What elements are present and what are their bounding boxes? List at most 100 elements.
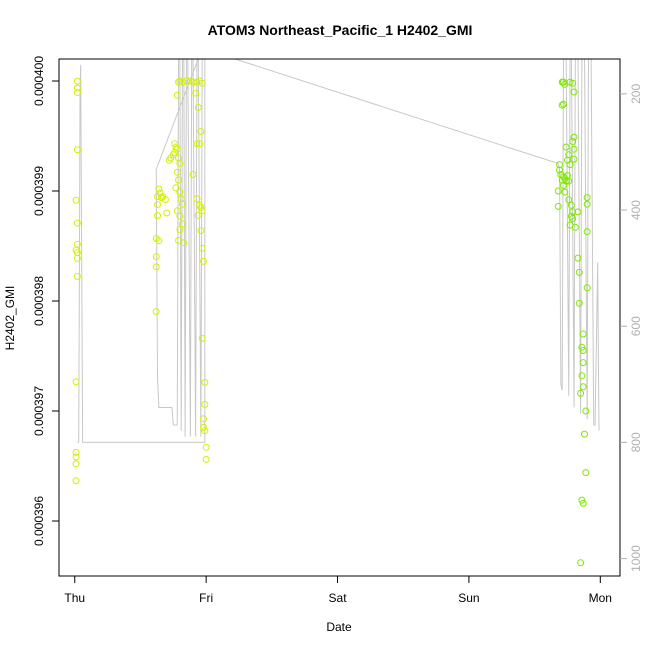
- data-point: [569, 79, 577, 87]
- data-point: [579, 383, 587, 391]
- x-axis-label: Date: [326, 620, 352, 634]
- data-point: [173, 168, 181, 176]
- data-point: [202, 443, 210, 451]
- data-point: [176, 160, 184, 167]
- data-point: [73, 146, 81, 154]
- data-point: [73, 77, 81, 85]
- data-point: [570, 155, 578, 163]
- data-point: [201, 427, 209, 435]
- data-point: [196, 140, 204, 148]
- data-point: [179, 200, 186, 208]
- data-point: [176, 188, 184, 196]
- data-point: [201, 400, 209, 408]
- data-point: [583, 194, 591, 202]
- data-point: [560, 182, 568, 189]
- right-tick-label: 200: [629, 84, 643, 104]
- data-point: [577, 559, 585, 567]
- data-point: [189, 171, 197, 178]
- data-point: [175, 176, 183, 184]
- y-axis-label: H2402_GMI: [3, 286, 17, 351]
- x-tick-label: Mon: [589, 591, 612, 605]
- data-point: [175, 78, 183, 86]
- data-point: [583, 228, 591, 236]
- data-point: [556, 166, 564, 174]
- x-tick-label: Thu: [64, 591, 85, 605]
- x-tick-label: Sun: [458, 591, 479, 605]
- data-point: [193, 195, 201, 203]
- data-point: [198, 244, 206, 252]
- data-point: [154, 201, 162, 209]
- data-point: [176, 226, 184, 233]
- y-tick-label: 0.000397: [32, 386, 46, 436]
- data-point: [154, 212, 162, 220]
- data-point: [583, 284, 591, 292]
- data-point: [579, 499, 587, 507]
- data-point: [561, 188, 569, 196]
- data-point: [163, 209, 171, 217]
- data-point: [72, 448, 80, 456]
- right-tick-label: 1000: [629, 545, 643, 572]
- data-point: [570, 88, 578, 96]
- data-point: [73, 84, 81, 92]
- data-point: [152, 263, 160, 271]
- plot-frame: [58, 58, 621, 577]
- data-point: [583, 200, 591, 208]
- data-point: [171, 140, 179, 148]
- x-tick-label: Sat: [329, 591, 348, 605]
- data-point: [197, 128, 205, 136]
- data-point: [193, 140, 201, 148]
- data-point: [577, 389, 585, 397]
- data-point: [566, 161, 574, 169]
- data-point: [72, 378, 80, 386]
- data-point: [570, 133, 578, 141]
- data-point: [73, 89, 81, 97]
- data-point: [192, 89, 200, 97]
- axes-layer: Thu Fri Sat Sun Mon 0.000396 0.000397 0.000398 0…: [32, 56, 643, 605]
- data-point: [72, 477, 80, 485]
- data-point: [182, 77, 190, 85]
- data-point: [578, 372, 586, 380]
- data-point: [172, 184, 180, 192]
- data-point: [161, 195, 169, 203]
- data-point: [558, 101, 566, 109]
- data-point: [194, 211, 202, 219]
- data-point: [582, 469, 590, 477]
- data-point: [565, 151, 573, 159]
- y-tick-label: 0.000398: [32, 276, 46, 326]
- data-point: [73, 219, 81, 227]
- data-point: [180, 239, 188, 247]
- data-point: [200, 424, 208, 431]
- data-point: [565, 196, 573, 204]
- data-point: [575, 299, 583, 307]
- data-point: [198, 79, 206, 87]
- data-point: [574, 254, 582, 262]
- data-point: [569, 138, 577, 145]
- data-point: [202, 455, 210, 463]
- data-point: [179, 220, 186, 228]
- data-point: [152, 308, 160, 316]
- data-point: [73, 272, 81, 280]
- data-point: [173, 145, 181, 153]
- data-point: [579, 359, 587, 367]
- data-point: [198, 334, 206, 342]
- data-point: [571, 223, 579, 231]
- data-point: [581, 430, 589, 438]
- data-point: [72, 196, 80, 204]
- data-point: [155, 237, 163, 245]
- altitude-line-layer: [77, 59, 600, 443]
- data-point: [575, 268, 583, 276]
- data-point: [560, 100, 568, 108]
- data-point: [197, 227, 205, 235]
- data-point: [198, 207, 206, 215]
- data-point: [152, 253, 160, 261]
- right-tick-label: 600: [629, 316, 643, 336]
- data-point: [72, 453, 80, 461]
- y-tick-label: 0.000396: [32, 496, 46, 546]
- data-point: [194, 103, 202, 111]
- data-point: [569, 215, 577, 222]
- data-point: [189, 78, 197, 86]
- data-point: [562, 143, 570, 151]
- data-point: [574, 208, 582, 216]
- data-point: [569, 208, 577, 216]
